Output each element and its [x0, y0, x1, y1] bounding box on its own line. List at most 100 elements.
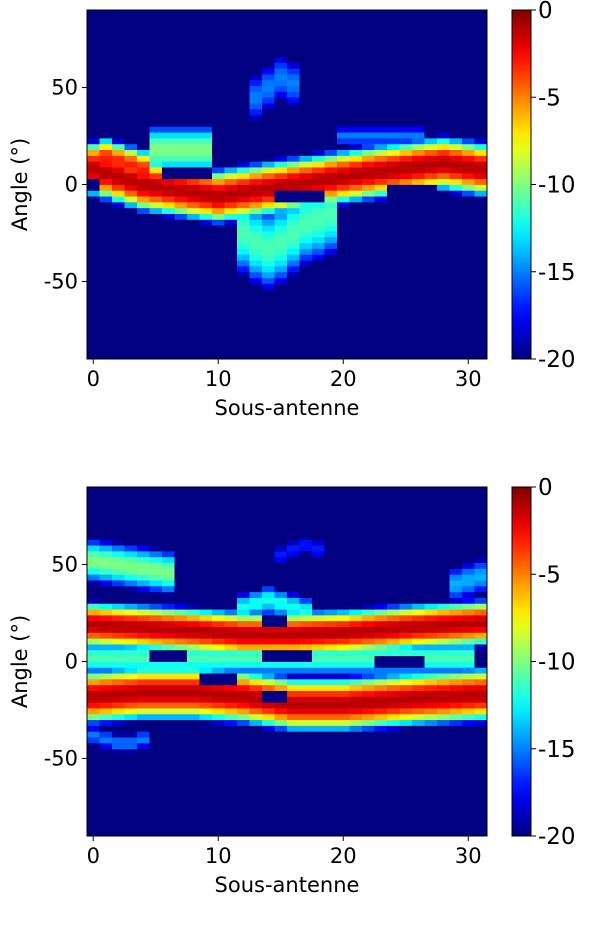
- heatmap-cell: [137, 33, 150, 40]
- heatmap-cell: [112, 126, 125, 133]
- heatmap-cell: [399, 347, 413, 354]
- heatmap-cell: [87, 33, 100, 40]
- heatmap-cell: [137, 806, 150, 814]
- heatmap-cell: [99, 748, 113, 755]
- heatmap-cell: [349, 632, 363, 639]
- heatmap-cell: [249, 161, 263, 168]
- heatmap-cell: [137, 742, 150, 750]
- heatmap-cell: [349, 510, 363, 517]
- heatmap-cell: [324, 504, 338, 511]
- heatmap-cell: [162, 248, 175, 255]
- heatmap-cell: [287, 283, 300, 290]
- heatmap-cell: [212, 748, 225, 755]
- heatmap-cell: [399, 126, 413, 133]
- heatmap-cell: [462, 521, 475, 529]
- heatmap-cell: [162, 708, 175, 715]
- heatmap-cell: [337, 585, 350, 593]
- heatmap-cell: [262, 556, 275, 564]
- heatmap-cell: [424, 550, 438, 558]
- heatmap-cell: [324, 21, 338, 28]
- heatmap-cell: [437, 149, 450, 156]
- heatmap-cell: [312, 725, 325, 732]
- heatmap-cell: [287, 167, 300, 174]
- heatmap-cell: [424, 830, 438, 837]
- heatmap-cell: [474, 580, 488, 587]
- heatmap-cell: [299, 812, 313, 819]
- heatmap-cell: [112, 533, 125, 540]
- heatmap-cell: [424, 312, 438, 319]
- heatmap-cell: [474, 155, 488, 162]
- heatmap-cell: [249, 678, 263, 686]
- heatmap-cell: [262, 103, 275, 110]
- heatmap-cell: [124, 97, 138, 104]
- heatmap-cell: [412, 574, 425, 581]
- heatmap-cell: [312, 708, 325, 715]
- heatmap-cell: [87, 533, 100, 540]
- heatmap-cell: [474, 638, 488, 645]
- heatmap-cell: [412, 678, 425, 686]
- heatmap-cell: [162, 324, 175, 331]
- heatmap-cell: [399, 614, 413, 622]
- heatmap-cell: [249, 312, 263, 319]
- heatmap-cell: [174, 108, 188, 116]
- heatmap-cell: [412, 155, 425, 162]
- heatmap-cell: [149, 283, 163, 290]
- heatmap-cell: [199, 335, 213, 342]
- heatmap-cell: [162, 318, 175, 325]
- heatmap-cell: [362, 824, 375, 831]
- heatmap-cell: [199, 242, 213, 249]
- heatmap-cell: [224, 265, 238, 273]
- heatmap-cell: [174, 167, 188, 174]
- heatmap-cell: [249, 353, 263, 360]
- heatmap-cell: [149, 155, 163, 162]
- heatmap-cell: [324, 719, 338, 726]
- heatmap-cell: [299, 347, 313, 354]
- heatmap-cell: [387, 585, 400, 593]
- heatmap-cell: [474, 504, 488, 511]
- heatmap-cell: [449, 678, 463, 686]
- heatmap-cell: [349, 341, 363, 348]
- heatmap-cell: [149, 167, 163, 174]
- heatmap-cell: [237, 620, 250, 627]
- heatmap-cell: [137, 661, 150, 668]
- heatmap-cell: [212, 79, 225, 87]
- heatmap-cell: [137, 155, 150, 162]
- heatmap-cell: [87, 742, 100, 750]
- heatmap-cell: [87, 271, 100, 278]
- heatmap-cell: [274, 777, 288, 785]
- heatmap-cell: [437, 795, 450, 802]
- heatmap-cell: [437, 690, 450, 697]
- heatmap-cell: [474, 521, 488, 529]
- heatmap-cell: [87, 190, 100, 197]
- heatmap-cell: [474, 620, 488, 627]
- heatmap-cell: [137, 830, 150, 837]
- heatmap-cell: [299, 231, 313, 238]
- heatmap-cell: [299, 801, 313, 808]
- heatmap-cell: [412, 585, 425, 593]
- heatmap-cell: [399, 580, 413, 587]
- heatmap-cell: [474, 760, 488, 767]
- heatmap-cell: [362, 614, 375, 622]
- heatmap-cell: [149, 498, 163, 505]
- heatmap-cell: [412, 673, 425, 680]
- heatmap-cell: [349, 271, 363, 278]
- heatmap-cell: [149, 225, 163, 232]
- heatmap-cell: [274, 73, 288, 81]
- heatmap-cell: [312, 748, 325, 755]
- heatmap-cell: [249, 213, 263, 220]
- heatmap-cell: [349, 295, 363, 302]
- heatmap-cell: [199, 644, 213, 651]
- heatmap-cell: [137, 696, 150, 703]
- heatmap-cell: [274, 684, 288, 691]
- heatmap-cell: [187, 79, 200, 87]
- heatmap-cell: [349, 614, 363, 622]
- heatmap-cell: [174, 556, 188, 564]
- heatmap-cell: [349, 550, 363, 558]
- heatmap-cell: [287, 231, 300, 238]
- heatmap-cell: [212, 161, 225, 168]
- heatmap-cell: [424, 231, 438, 238]
- heatmap-cell: [174, 97, 188, 104]
- heatmap-cell: [312, 184, 325, 191]
- heatmap-cell: [137, 231, 150, 238]
- heatmap-cell: [124, 737, 138, 744]
